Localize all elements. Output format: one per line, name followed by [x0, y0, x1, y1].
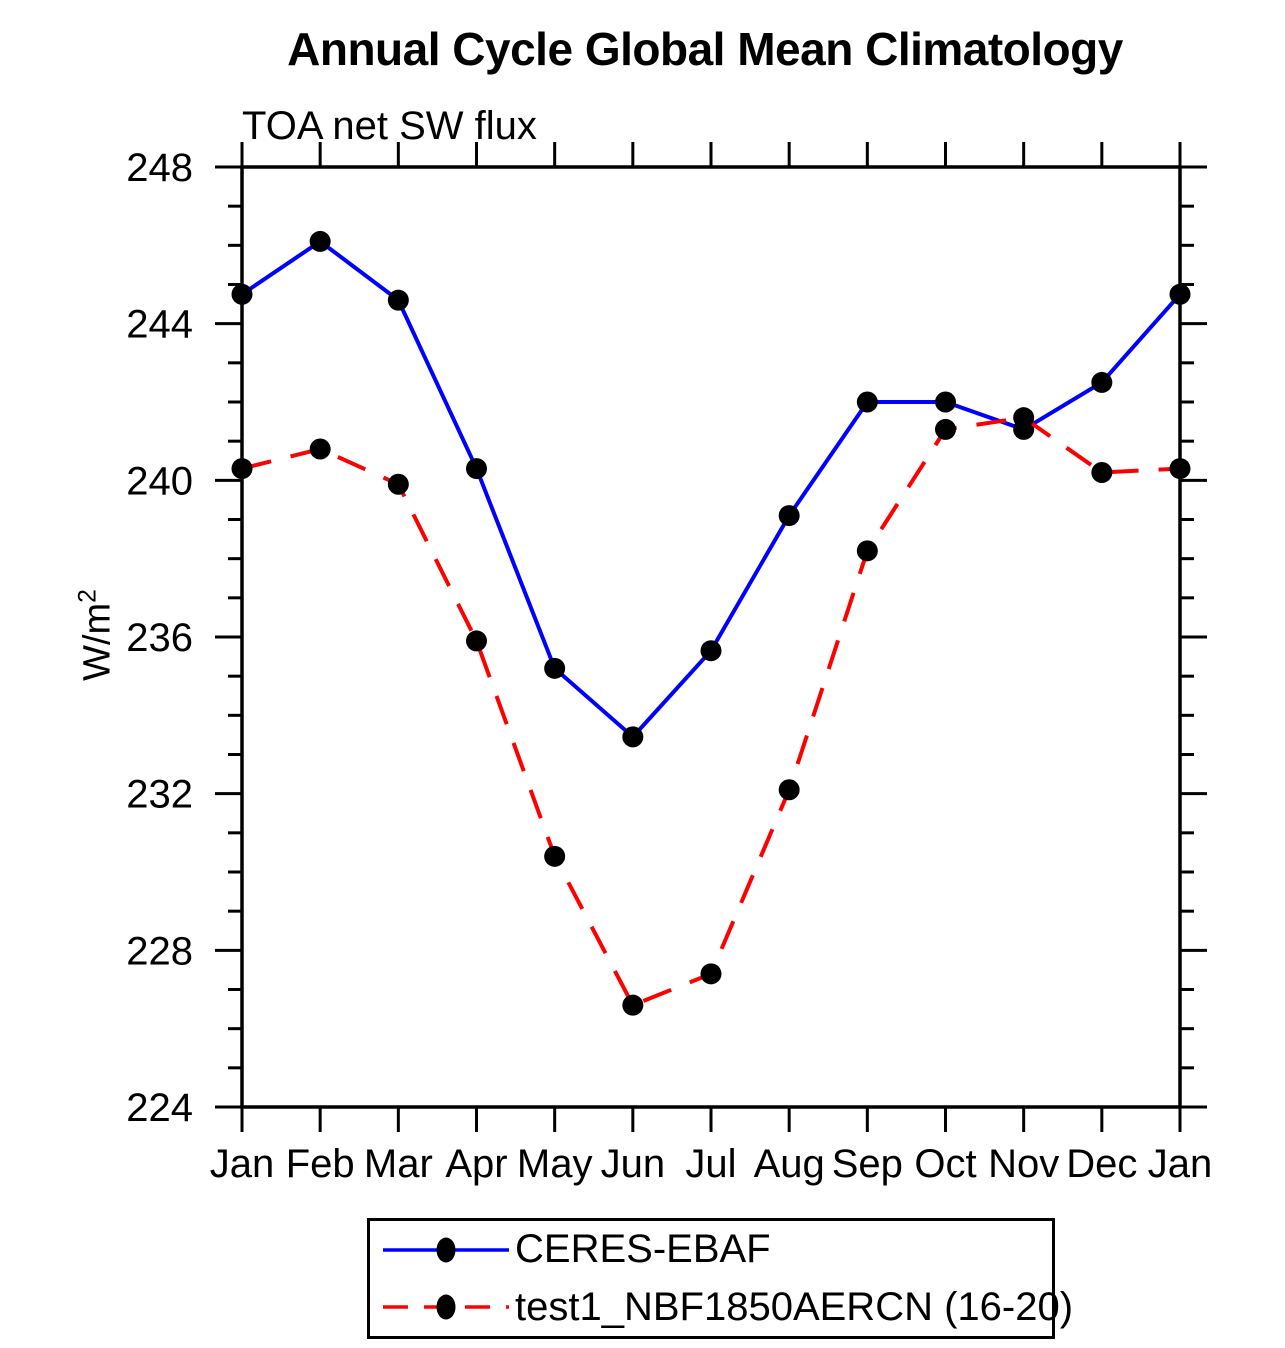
x-tick-label: Nov [988, 1142, 1059, 1186]
y-tick-label: 244 [126, 303, 193, 347]
y-tick-label: 248 [126, 146, 193, 190]
data-point-marker [544, 657, 566, 679]
y-tick-label: 228 [126, 929, 193, 973]
legend-row-ceres-ebaf: CERES-EBAF [381, 1221, 1052, 1279]
data-point-marker [700, 640, 722, 662]
data-point-marker [309, 230, 331, 252]
data-point-marker [856, 391, 878, 413]
legend-line-sample-icon [383, 1237, 509, 1263]
legend-label: CERES-EBAF [515, 1227, 771, 1272]
data-point-marker [309, 438, 331, 460]
chart-subtitle: TOA net SW flux [242, 104, 537, 148]
data-point-marker [387, 289, 409, 311]
legend-line-sample-icon [383, 1294, 509, 1320]
data-point-marker [622, 726, 644, 748]
legend-label: test1_NBF1850AERCN (16-20) [515, 1284, 1074, 1329]
y-axis-tick-labels: 224 228 232 236 240 244 248 [126, 146, 193, 1130]
data-point-marker [778, 779, 800, 801]
x-tick-label: Dec [1066, 1142, 1137, 1186]
data-point-marker [778, 505, 800, 527]
axis-frame [240, 165, 1182, 1109]
x-axis-ticks [240, 142, 1182, 1132]
series-1 [231, 407, 1191, 1016]
x-tick-label: Sep [832, 1142, 903, 1186]
data-point-marker [1169, 458, 1191, 480]
y-tick-label: 240 [126, 459, 193, 503]
data-point-marker [622, 994, 644, 1016]
legend-row-test1: test1_NBF1850AERCN (16-20) [381, 1279, 1073, 1337]
x-tick-label: Jun [601, 1142, 666, 1186]
data-point-marker [1091, 462, 1113, 483]
data-point-marker [935, 391, 956, 413]
legend-sample-marker [436, 1294, 456, 1320]
y-tick-label: 236 [126, 616, 193, 660]
x-tick-label: May [517, 1142, 593, 1186]
x-tick-label: Aug [754, 1142, 825, 1186]
data-point-marker [935, 418, 956, 440]
x-tick-label: Jan [1148, 1142, 1213, 1186]
x-tick-label: Oct [914, 1142, 976, 1186]
chart-title: Annual Cycle Global Mean Climatology [287, 23, 1123, 75]
data-point-marker [231, 283, 253, 305]
data-point-marker [700, 963, 722, 985]
series-line [240, 238, 1182, 740]
data-point-marker [544, 845, 566, 867]
data-point-marker [856, 540, 878, 562]
x-tick-label: Jan [210, 1142, 275, 1186]
legend: CERES-EBAF test1_NBF1850AERCN (16-20) [367, 1218, 1073, 1339]
x-tick-label: Feb [286, 1142, 355, 1186]
y-axis-ticks [215, 165, 1207, 1109]
x-tick-label: Jul [685, 1142, 736, 1186]
data-point-marker [1013, 407, 1035, 429]
data-point-marker [387, 473, 409, 495]
data-point-marker [231, 458, 253, 480]
y-tick-label: 232 [126, 773, 193, 817]
series-0 [231, 230, 1191, 748]
legend-sample-marker [436, 1237, 456, 1263]
x-tick-label: Mar [364, 1142, 433, 1186]
x-axis-tick-labels: Jan Feb Mar Apr May Jun Jul Aug Sep Oct Nov Dec Jan [210, 1142, 1213, 1186]
data-point-marker [466, 630, 487, 652]
data-point-marker [1169, 283, 1191, 305]
data-point-marker [1091, 371, 1113, 393]
x-tick-label: Apr [445, 1142, 507, 1186]
series-line [241, 415, 1181, 1008]
data-point-marker [466, 458, 487, 480]
y-tick-label: 224 [126, 1086, 193, 1130]
